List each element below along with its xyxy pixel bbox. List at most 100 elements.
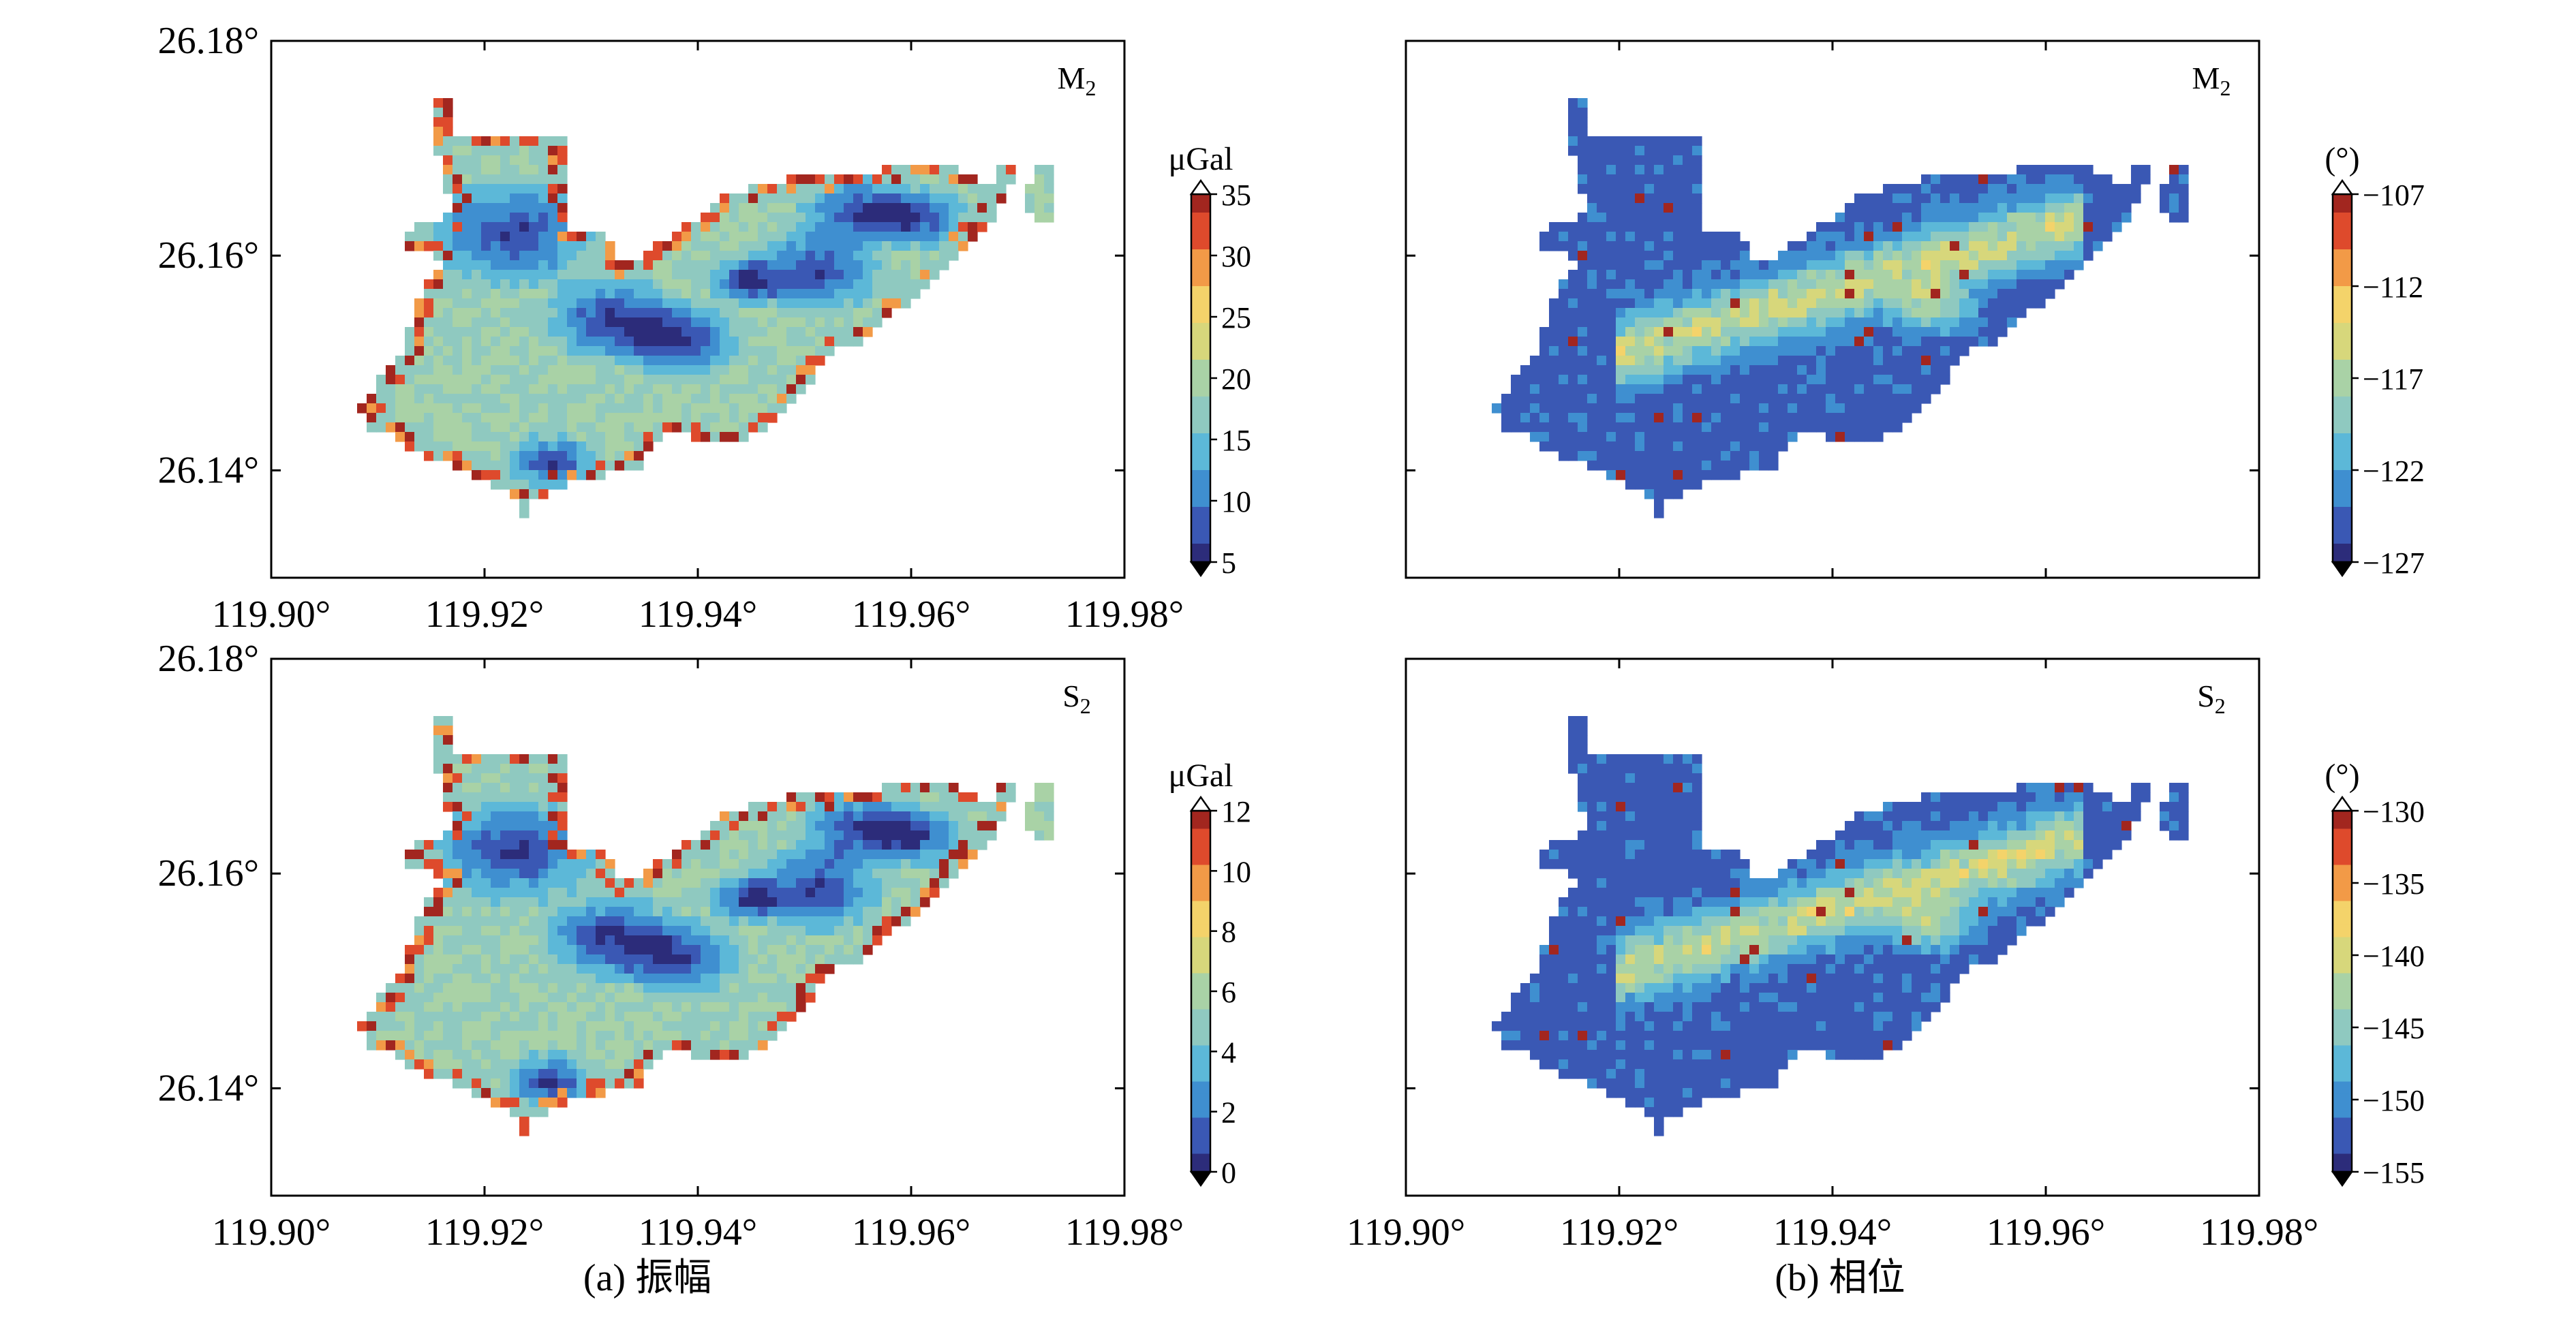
heatmap-cell	[586, 859, 596, 869]
colorbar-tick-label: 12	[1221, 795, 1251, 828]
heatmap-cell	[424, 935, 434, 946]
heatmap-cell	[1730, 298, 1741, 309]
heatmap-cell	[510, 935, 520, 946]
heatmap-cell	[1711, 232, 1721, 242]
heatmap-cell	[519, 174, 530, 185]
heatmap-cell	[653, 365, 663, 375]
heatmap-cell	[2112, 222, 2122, 232]
heatmap-cell	[567, 964, 577, 974]
heatmap-cell	[1892, 260, 1903, 270]
heatmap-cell	[739, 1021, 749, 1031]
heatmap-cell	[1892, 241, 1903, 251]
heatmap-cell	[481, 859, 491, 869]
heatmap-cell	[662, 935, 673, 946]
heatmap-cell	[1616, 403, 1626, 414]
heatmap-cell	[872, 869, 883, 879]
heatmap-cell	[2064, 174, 2074, 185]
heatmap-cell	[453, 830, 463, 841]
heatmap-cell	[1673, 327, 1683, 337]
heatmap-cell	[2121, 811, 2132, 822]
heatmap-cell	[1606, 365, 1616, 375]
heatmap-cell	[472, 251, 482, 261]
heatmap-cell	[1854, 337, 1865, 347]
heatmap-cell	[1683, 821, 1693, 831]
heatmap-cell	[1587, 136, 1597, 146]
colorbar-segment	[1191, 937, 1210, 944]
heatmap-cell	[720, 241, 730, 251]
heatmap-cell	[1530, 413, 1540, 423]
heatmap-cell	[376, 413, 386, 423]
heatmap-cell	[1625, 155, 1636, 166]
heatmap-cell	[891, 260, 902, 270]
heatmap-cell	[567, 897, 577, 907]
heatmap-cell	[748, 897, 758, 907]
heatmap-cell	[577, 1002, 587, 1012]
heatmap-cell	[510, 489, 520, 499]
heatmap-cell	[472, 1012, 482, 1022]
heatmap-cell	[1845, 384, 1855, 394]
heatmap-cell	[577, 1050, 587, 1060]
heatmap-cell	[462, 983, 472, 993]
heatmap-cell	[481, 773, 491, 783]
heatmap-cell	[968, 811, 978, 822]
heatmap-cell	[1568, 146, 1578, 156]
heatmap-cell	[1921, 346, 1931, 356]
heatmap-cell	[720, 1012, 730, 1022]
heatmap-cell	[767, 878, 778, 888]
heatmap-cell	[1912, 317, 1922, 328]
heatmap-cell	[681, 384, 692, 394]
heatmap-cell	[1683, 432, 1693, 442]
heatmap-cell	[1912, 337, 1922, 347]
heatmap-cell	[1892, 193, 1903, 204]
heatmap-cell	[786, 840, 797, 850]
heatmap-cell	[605, 878, 615, 888]
heatmap-cell	[796, 830, 806, 841]
heatmap-cell	[968, 792, 978, 803]
heatmap-cell	[1759, 394, 1769, 404]
heatmap-cell	[548, 954, 558, 965]
heatmap-cell	[443, 327, 453, 337]
heatmap-cell	[1892, 337, 1903, 347]
heatmap-cell	[453, 974, 463, 984]
heatmap-cell	[891, 907, 902, 917]
heatmap-cell	[662, 897, 673, 907]
heatmap-cell	[1702, 241, 1712, 251]
heatmap-cell	[557, 1078, 568, 1089]
heatmap-cell	[758, 327, 768, 337]
heatmap-cell	[577, 1031, 587, 1041]
heatmap-cell	[1950, 270, 1960, 280]
heatmap-cell	[748, 954, 758, 965]
heatmap-cell	[891, 811, 902, 822]
heatmap-cell	[1969, 337, 1979, 347]
heatmap-cell	[681, 241, 692, 251]
heatmap-cell	[729, 327, 739, 337]
heatmap-cell	[472, 356, 482, 366]
heatmap-cell	[519, 993, 530, 1003]
heatmap-cell	[767, 375, 778, 385]
heatmap-cell	[815, 203, 825, 213]
heatmap-cell	[1644, 356, 1655, 366]
heatmap-cell	[1721, 470, 1731, 480]
heatmap-cell	[1635, 136, 1645, 146]
heatmap-cell	[758, 1012, 768, 1022]
heatmap-cell	[481, 1031, 491, 1041]
colorbar-segment	[1191, 372, 1210, 379]
heatmap-cell	[1892, 365, 1903, 375]
heatmap-cell	[1683, 802, 1693, 812]
heatmap-cell	[968, 203, 978, 213]
heatmap-cell	[834, 317, 844, 328]
heatmap-cell	[405, 1002, 415, 1012]
heatmap-cell	[1616, 384, 1626, 394]
colorbar-segment	[2333, 280, 2352, 287]
colorbar-segment	[1191, 452, 1210, 459]
heatmap-cell	[424, 926, 434, 936]
heatmap-cell	[491, 165, 501, 175]
heatmap-cell	[1759, 422, 1769, 433]
heatmap-cell	[968, 232, 978, 242]
colorbar-tick-label: 15	[1221, 424, 1251, 457]
heatmap-cell	[453, 165, 463, 175]
heatmap-cell	[538, 480, 549, 490]
heatmap-cell	[615, 279, 625, 290]
heatmap-cell	[1578, 802, 1588, 812]
heatmap-cell	[472, 945, 482, 955]
